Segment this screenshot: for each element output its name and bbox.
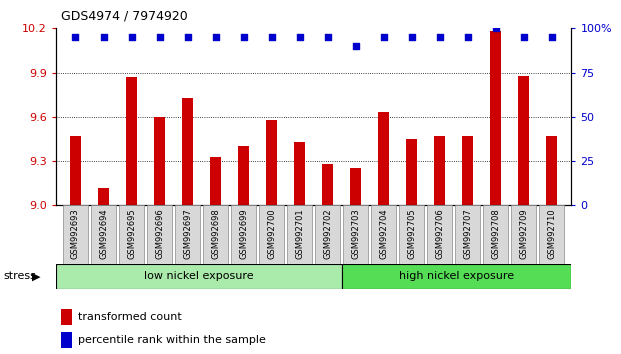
Point [379,34,389,40]
Point [155,34,165,40]
Text: GSM992704: GSM992704 [379,208,388,259]
FancyBboxPatch shape [175,205,200,264]
Text: GSM992693: GSM992693 [71,208,80,259]
FancyBboxPatch shape [287,205,312,264]
FancyBboxPatch shape [511,205,537,264]
FancyBboxPatch shape [231,205,256,264]
Bar [154,117,165,205]
Bar [350,169,361,205]
Text: GSM992701: GSM992701 [295,208,304,259]
Point [491,25,501,31]
Text: GSM992697: GSM992697 [183,208,192,259]
Text: GSM992703: GSM992703 [351,208,360,259]
FancyBboxPatch shape [342,264,571,289]
Text: GSM992706: GSM992706 [435,208,444,259]
Text: GSM992702: GSM992702 [323,208,332,259]
Point [294,34,304,40]
Bar [294,142,305,205]
Point [238,34,248,40]
FancyBboxPatch shape [371,205,396,264]
Point [351,43,361,49]
Bar [518,75,529,205]
Point [266,34,276,40]
Point [519,34,528,40]
Text: GSM992699: GSM992699 [239,208,248,259]
Bar [98,188,109,205]
FancyBboxPatch shape [455,205,480,264]
Bar [210,157,221,205]
Text: GSM992698: GSM992698 [211,208,220,259]
Text: GSM992710: GSM992710 [547,208,556,259]
Bar [546,136,557,205]
Bar [182,98,193,205]
Text: GSM992696: GSM992696 [155,208,164,259]
FancyBboxPatch shape [56,264,342,289]
Point [211,34,220,40]
Point [407,34,417,40]
FancyBboxPatch shape [119,205,144,264]
Point [183,34,193,40]
FancyBboxPatch shape [539,205,564,264]
Point [99,34,109,40]
Bar [61,309,73,325]
Bar [378,113,389,205]
Point [463,34,473,40]
FancyBboxPatch shape [259,205,284,264]
Text: high nickel exposure: high nickel exposure [399,272,514,281]
Text: GDS4974 / 7974920: GDS4974 / 7974920 [61,10,188,22]
FancyBboxPatch shape [91,205,116,264]
Point [71,34,81,40]
Text: GSM992695: GSM992695 [127,208,136,259]
Bar [266,120,277,205]
Point [435,34,445,40]
Text: transformed count: transformed count [78,312,181,322]
Point [546,34,556,40]
Bar [61,332,73,348]
Bar [462,136,473,205]
FancyBboxPatch shape [315,205,340,264]
FancyBboxPatch shape [483,205,509,264]
Text: GSM992707: GSM992707 [463,208,472,259]
Bar [434,136,445,205]
Bar [406,139,417,205]
Bar [238,146,249,205]
FancyBboxPatch shape [63,205,88,264]
Text: GSM992694: GSM992694 [99,208,108,259]
Bar [490,31,501,205]
Text: GSM992700: GSM992700 [267,208,276,259]
Bar [70,136,81,205]
Text: percentile rank within the sample: percentile rank within the sample [78,335,265,346]
Text: GSM992709: GSM992709 [519,208,528,259]
Point [323,34,333,40]
FancyBboxPatch shape [427,205,452,264]
Text: GSM992705: GSM992705 [407,208,416,259]
FancyBboxPatch shape [399,205,424,264]
Text: GSM992708: GSM992708 [491,208,500,259]
FancyBboxPatch shape [343,205,368,264]
Point [127,34,137,40]
FancyBboxPatch shape [203,205,228,264]
Bar [126,77,137,205]
Text: low nickel exposure: low nickel exposure [144,272,253,281]
Text: ▶: ▶ [32,272,40,281]
Bar [322,164,333,205]
FancyBboxPatch shape [147,205,172,264]
Text: stress: stress [3,272,36,281]
